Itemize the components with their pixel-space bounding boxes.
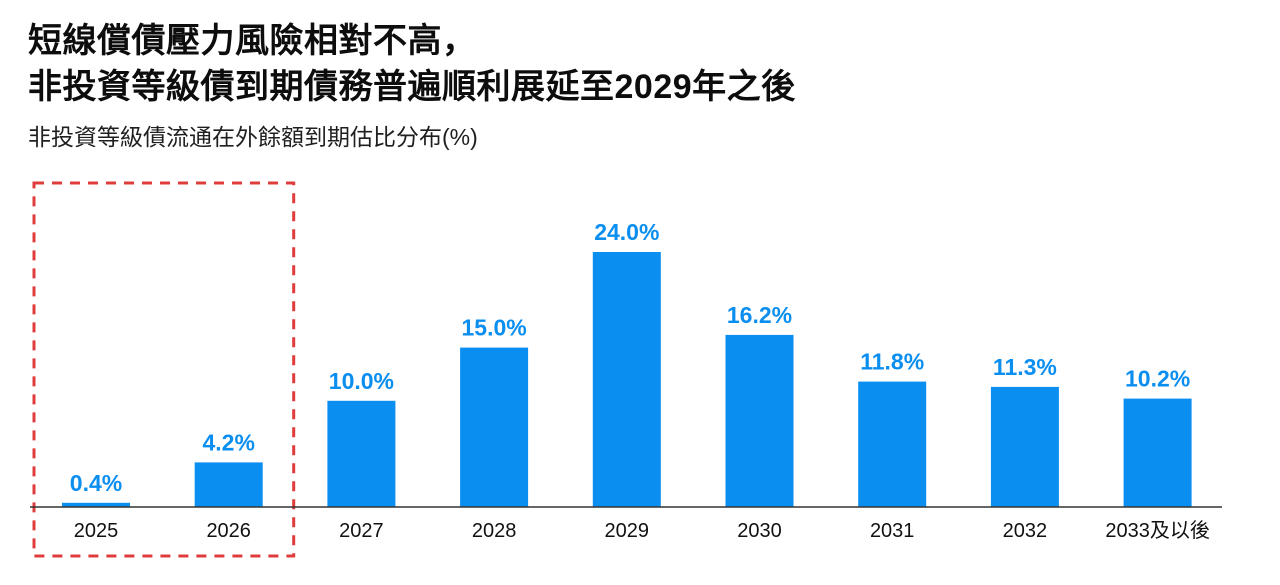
tick-label-2025: 2025	[74, 520, 119, 542]
bar-2032	[990, 386, 1059, 507]
value-label-2029: 24.0%	[594, 219, 659, 245]
tick-label-2028: 2028	[472, 520, 517, 542]
bar-2026	[194, 462, 263, 507]
tick-label-2033及以後: 2033及以後	[1105, 519, 1210, 542]
value-label-2033及以後: 10.2%	[1125, 366, 1190, 392]
tick-label-2029: 2029	[605, 520, 650, 542]
tick-label-2026: 2026	[206, 520, 251, 542]
tick-label-2030: 2030	[737, 520, 782, 542]
bar-2025	[62, 502, 130, 508]
bar-2033及以後	[1123, 398, 1192, 507]
title-line-2: 非投資等級債到期債務普遍順利展延至2029年之後	[28, 68, 796, 106]
value-label-2028: 15.0%	[461, 315, 526, 341]
value-label-2031: 11.8%	[860, 349, 924, 375]
bar-2029	[592, 252, 661, 507]
value-label-2025: 0.4%	[70, 470, 122, 496]
bar-2028	[460, 347, 529, 507]
value-label-2032: 11.3%	[993, 354, 1057, 380]
value-labels-layer: 0.4% 4.2% 10.0% 15.0% 24.0% 16.2% 11.8% 11.3% 10…	[70, 219, 1190, 496]
value-label-2026: 4.2%	[202, 429, 254, 455]
title-line-1: 短線償債壓力風險相對不高，	[28, 22, 477, 60]
bar-2027	[327, 400, 396, 508]
value-label-2027: 10.0%	[329, 368, 394, 394]
highlight-dashed-box	[32, 181, 296, 558]
bar-2030	[725, 334, 794, 507]
tick-label-2027: 2027	[339, 520, 384, 542]
x-tick-labels: 2025 2026 2027 2028 2029 2030 2031 2032 2033及以後	[74, 519, 1210, 542]
value-label-2030: 16.2%	[727, 302, 792, 328]
chart-title: 短線償債壓力風險相對不高， 非投資等級債到期債務普遍順利展延至2029年之後	[28, 18, 1208, 110]
bars-layer	[62, 252, 1192, 508]
highlight-layer	[32, 181, 296, 558]
tick-label-2031: 2031	[870, 520, 915, 542]
bar-2031	[858, 381, 927, 507]
tick-label-2032: 2032	[1003, 520, 1048, 542]
chart-subtitle: 非投資等級債流通在外餘額到期估比分布(%)	[28, 124, 478, 150]
